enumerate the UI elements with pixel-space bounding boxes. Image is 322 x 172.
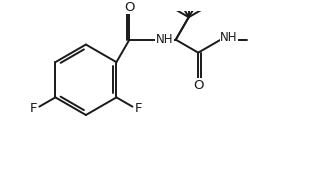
Text: NH: NH [156,33,173,46]
Text: O: O [124,1,135,14]
Text: NH: NH [220,31,238,44]
Text: O: O [193,79,204,92]
Text: F: F [30,102,38,115]
Text: F: F [134,102,142,115]
